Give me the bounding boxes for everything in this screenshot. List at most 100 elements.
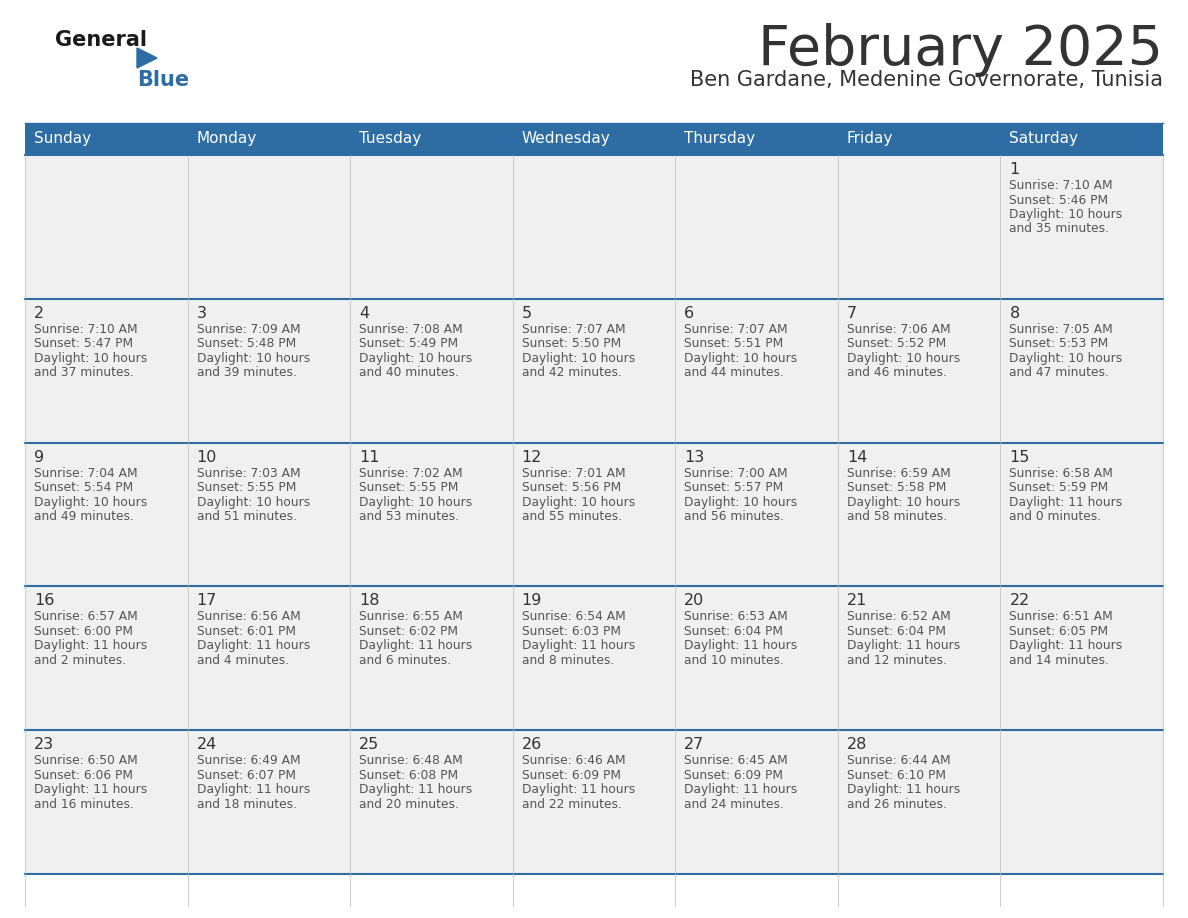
Text: and 6 minutes.: and 6 minutes. <box>359 654 451 666</box>
Text: 4: 4 <box>359 306 369 320</box>
Text: and 37 minutes.: and 37 minutes. <box>34 366 134 379</box>
Text: 5: 5 <box>522 306 532 320</box>
Bar <box>1000 298 1163 442</box>
Text: 21: 21 <box>847 593 867 609</box>
Text: Sunset: 5:56 PM: Sunset: 5:56 PM <box>522 481 621 494</box>
Text: Sunset: 6:04 PM: Sunset: 6:04 PM <box>684 625 783 638</box>
Bar <box>838 155 1000 298</box>
Bar <box>25 730 188 874</box>
Text: Sunset: 5:46 PM: Sunset: 5:46 PM <box>1010 194 1108 207</box>
Text: Thursday: Thursday <box>684 131 756 147</box>
Text: 13: 13 <box>684 450 704 465</box>
Bar <box>838 123 1000 155</box>
Text: Sunrise: 6:58 AM: Sunrise: 6:58 AM <box>1010 466 1113 479</box>
Text: Sunset: 5:55 PM: Sunset: 5:55 PM <box>196 481 296 494</box>
Text: 15: 15 <box>1010 450 1030 465</box>
Text: Sunset: 5:51 PM: Sunset: 5:51 PM <box>684 337 784 351</box>
Text: Sunrise: 7:03 AM: Sunrise: 7:03 AM <box>196 466 301 479</box>
Text: Sunset: 5:48 PM: Sunset: 5:48 PM <box>196 337 296 351</box>
Text: Sunset: 6:06 PM: Sunset: 6:06 PM <box>34 768 133 782</box>
Text: Sunrise: 6:51 AM: Sunrise: 6:51 AM <box>1010 610 1113 623</box>
Text: Sunset: 6:05 PM: Sunset: 6:05 PM <box>1010 625 1108 638</box>
Text: and 47 minutes.: and 47 minutes. <box>1010 366 1110 379</box>
Bar <box>188 123 350 155</box>
Text: Daylight: 10 hours: Daylight: 10 hours <box>522 496 634 509</box>
Text: Sunset: 5:49 PM: Sunset: 5:49 PM <box>359 337 459 351</box>
Text: Sunset: 6:09 PM: Sunset: 6:09 PM <box>522 768 620 782</box>
Bar <box>675 730 838 874</box>
Text: Sunrise: 6:55 AM: Sunrise: 6:55 AM <box>359 610 463 623</box>
Text: 6: 6 <box>684 306 695 320</box>
Text: Sunrise: 7:04 AM: Sunrise: 7:04 AM <box>34 466 138 479</box>
Text: Sunset: 6:08 PM: Sunset: 6:08 PM <box>359 768 459 782</box>
Text: Daylight: 10 hours: Daylight: 10 hours <box>684 496 797 509</box>
Bar <box>675 442 838 587</box>
Bar <box>675 587 838 730</box>
Text: Saturday: Saturday <box>1010 131 1079 147</box>
Text: 1: 1 <box>1010 162 1019 177</box>
Text: 28: 28 <box>847 737 867 752</box>
Text: Sunrise: 6:46 AM: Sunrise: 6:46 AM <box>522 755 625 767</box>
Text: Sunset: 5:47 PM: Sunset: 5:47 PM <box>34 337 133 351</box>
Text: Daylight: 11 hours: Daylight: 11 hours <box>1010 640 1123 653</box>
Text: and 10 minutes.: and 10 minutes. <box>684 654 784 666</box>
Text: and 56 minutes.: and 56 minutes. <box>684 510 784 523</box>
Text: Sunrise: 7:02 AM: Sunrise: 7:02 AM <box>359 466 463 479</box>
Text: Sunrise: 6:56 AM: Sunrise: 6:56 AM <box>196 610 301 623</box>
Text: Blue: Blue <box>137 70 189 90</box>
Bar <box>513 123 675 155</box>
Text: and 40 minutes.: and 40 minutes. <box>359 366 459 379</box>
Text: Daylight: 10 hours: Daylight: 10 hours <box>684 352 797 364</box>
Bar <box>675 298 838 442</box>
Text: 14: 14 <box>847 450 867 465</box>
Text: Sunset: 5:53 PM: Sunset: 5:53 PM <box>1010 337 1108 351</box>
Text: Sunrise: 6:50 AM: Sunrise: 6:50 AM <box>34 755 138 767</box>
Text: Sunrise: 7:07 AM: Sunrise: 7:07 AM <box>522 323 625 336</box>
Bar <box>350 155 513 298</box>
Text: Daylight: 10 hours: Daylight: 10 hours <box>196 352 310 364</box>
Bar <box>350 298 513 442</box>
Text: 12: 12 <box>522 450 542 465</box>
Text: Sunset: 6:09 PM: Sunset: 6:09 PM <box>684 768 783 782</box>
Text: Sunrise: 7:10 AM: Sunrise: 7:10 AM <box>34 323 138 336</box>
Bar <box>350 442 513 587</box>
Text: Sunrise: 6:53 AM: Sunrise: 6:53 AM <box>684 610 788 623</box>
Bar <box>1000 442 1163 587</box>
Text: Sunrise: 6:57 AM: Sunrise: 6:57 AM <box>34 610 138 623</box>
Bar <box>1000 155 1163 298</box>
Text: and 24 minutes.: and 24 minutes. <box>684 798 784 811</box>
Bar <box>350 587 513 730</box>
Text: and 49 minutes.: and 49 minutes. <box>34 510 134 523</box>
Text: and 26 minutes.: and 26 minutes. <box>847 798 947 811</box>
Bar <box>25 442 188 587</box>
Text: and 16 minutes.: and 16 minutes. <box>34 798 134 811</box>
Text: and 12 minutes.: and 12 minutes. <box>847 654 947 666</box>
Text: 23: 23 <box>34 737 55 752</box>
Text: Daylight: 11 hours: Daylight: 11 hours <box>359 783 473 796</box>
Bar <box>838 587 1000 730</box>
Text: and 44 minutes.: and 44 minutes. <box>684 366 784 379</box>
Text: Daylight: 11 hours: Daylight: 11 hours <box>847 640 960 653</box>
Text: Daylight: 10 hours: Daylight: 10 hours <box>522 352 634 364</box>
Text: Daylight: 11 hours: Daylight: 11 hours <box>34 640 147 653</box>
Text: and 42 minutes.: and 42 minutes. <box>522 366 621 379</box>
Text: 10: 10 <box>196 450 217 465</box>
Text: and 4 minutes.: and 4 minutes. <box>196 654 289 666</box>
Text: Sunset: 5:52 PM: Sunset: 5:52 PM <box>847 337 946 351</box>
Text: Daylight: 11 hours: Daylight: 11 hours <box>196 783 310 796</box>
Text: and 20 minutes.: and 20 minutes. <box>359 798 459 811</box>
Bar <box>1000 123 1163 155</box>
Text: Sunday: Sunday <box>34 131 91 147</box>
Text: 20: 20 <box>684 593 704 609</box>
Text: Sunrise: 7:09 AM: Sunrise: 7:09 AM <box>196 323 301 336</box>
Text: 24: 24 <box>196 737 217 752</box>
Text: Sunset: 5:57 PM: Sunset: 5:57 PM <box>684 481 784 494</box>
Text: Daylight: 10 hours: Daylight: 10 hours <box>34 496 147 509</box>
Text: Sunset: 6:03 PM: Sunset: 6:03 PM <box>522 625 620 638</box>
Bar <box>188 298 350 442</box>
Bar <box>188 587 350 730</box>
Text: Sunset: 5:50 PM: Sunset: 5:50 PM <box>522 337 621 351</box>
Text: Sunset: 6:07 PM: Sunset: 6:07 PM <box>196 768 296 782</box>
Polygon shape <box>137 48 157 68</box>
Text: and 46 minutes.: and 46 minutes. <box>847 366 947 379</box>
